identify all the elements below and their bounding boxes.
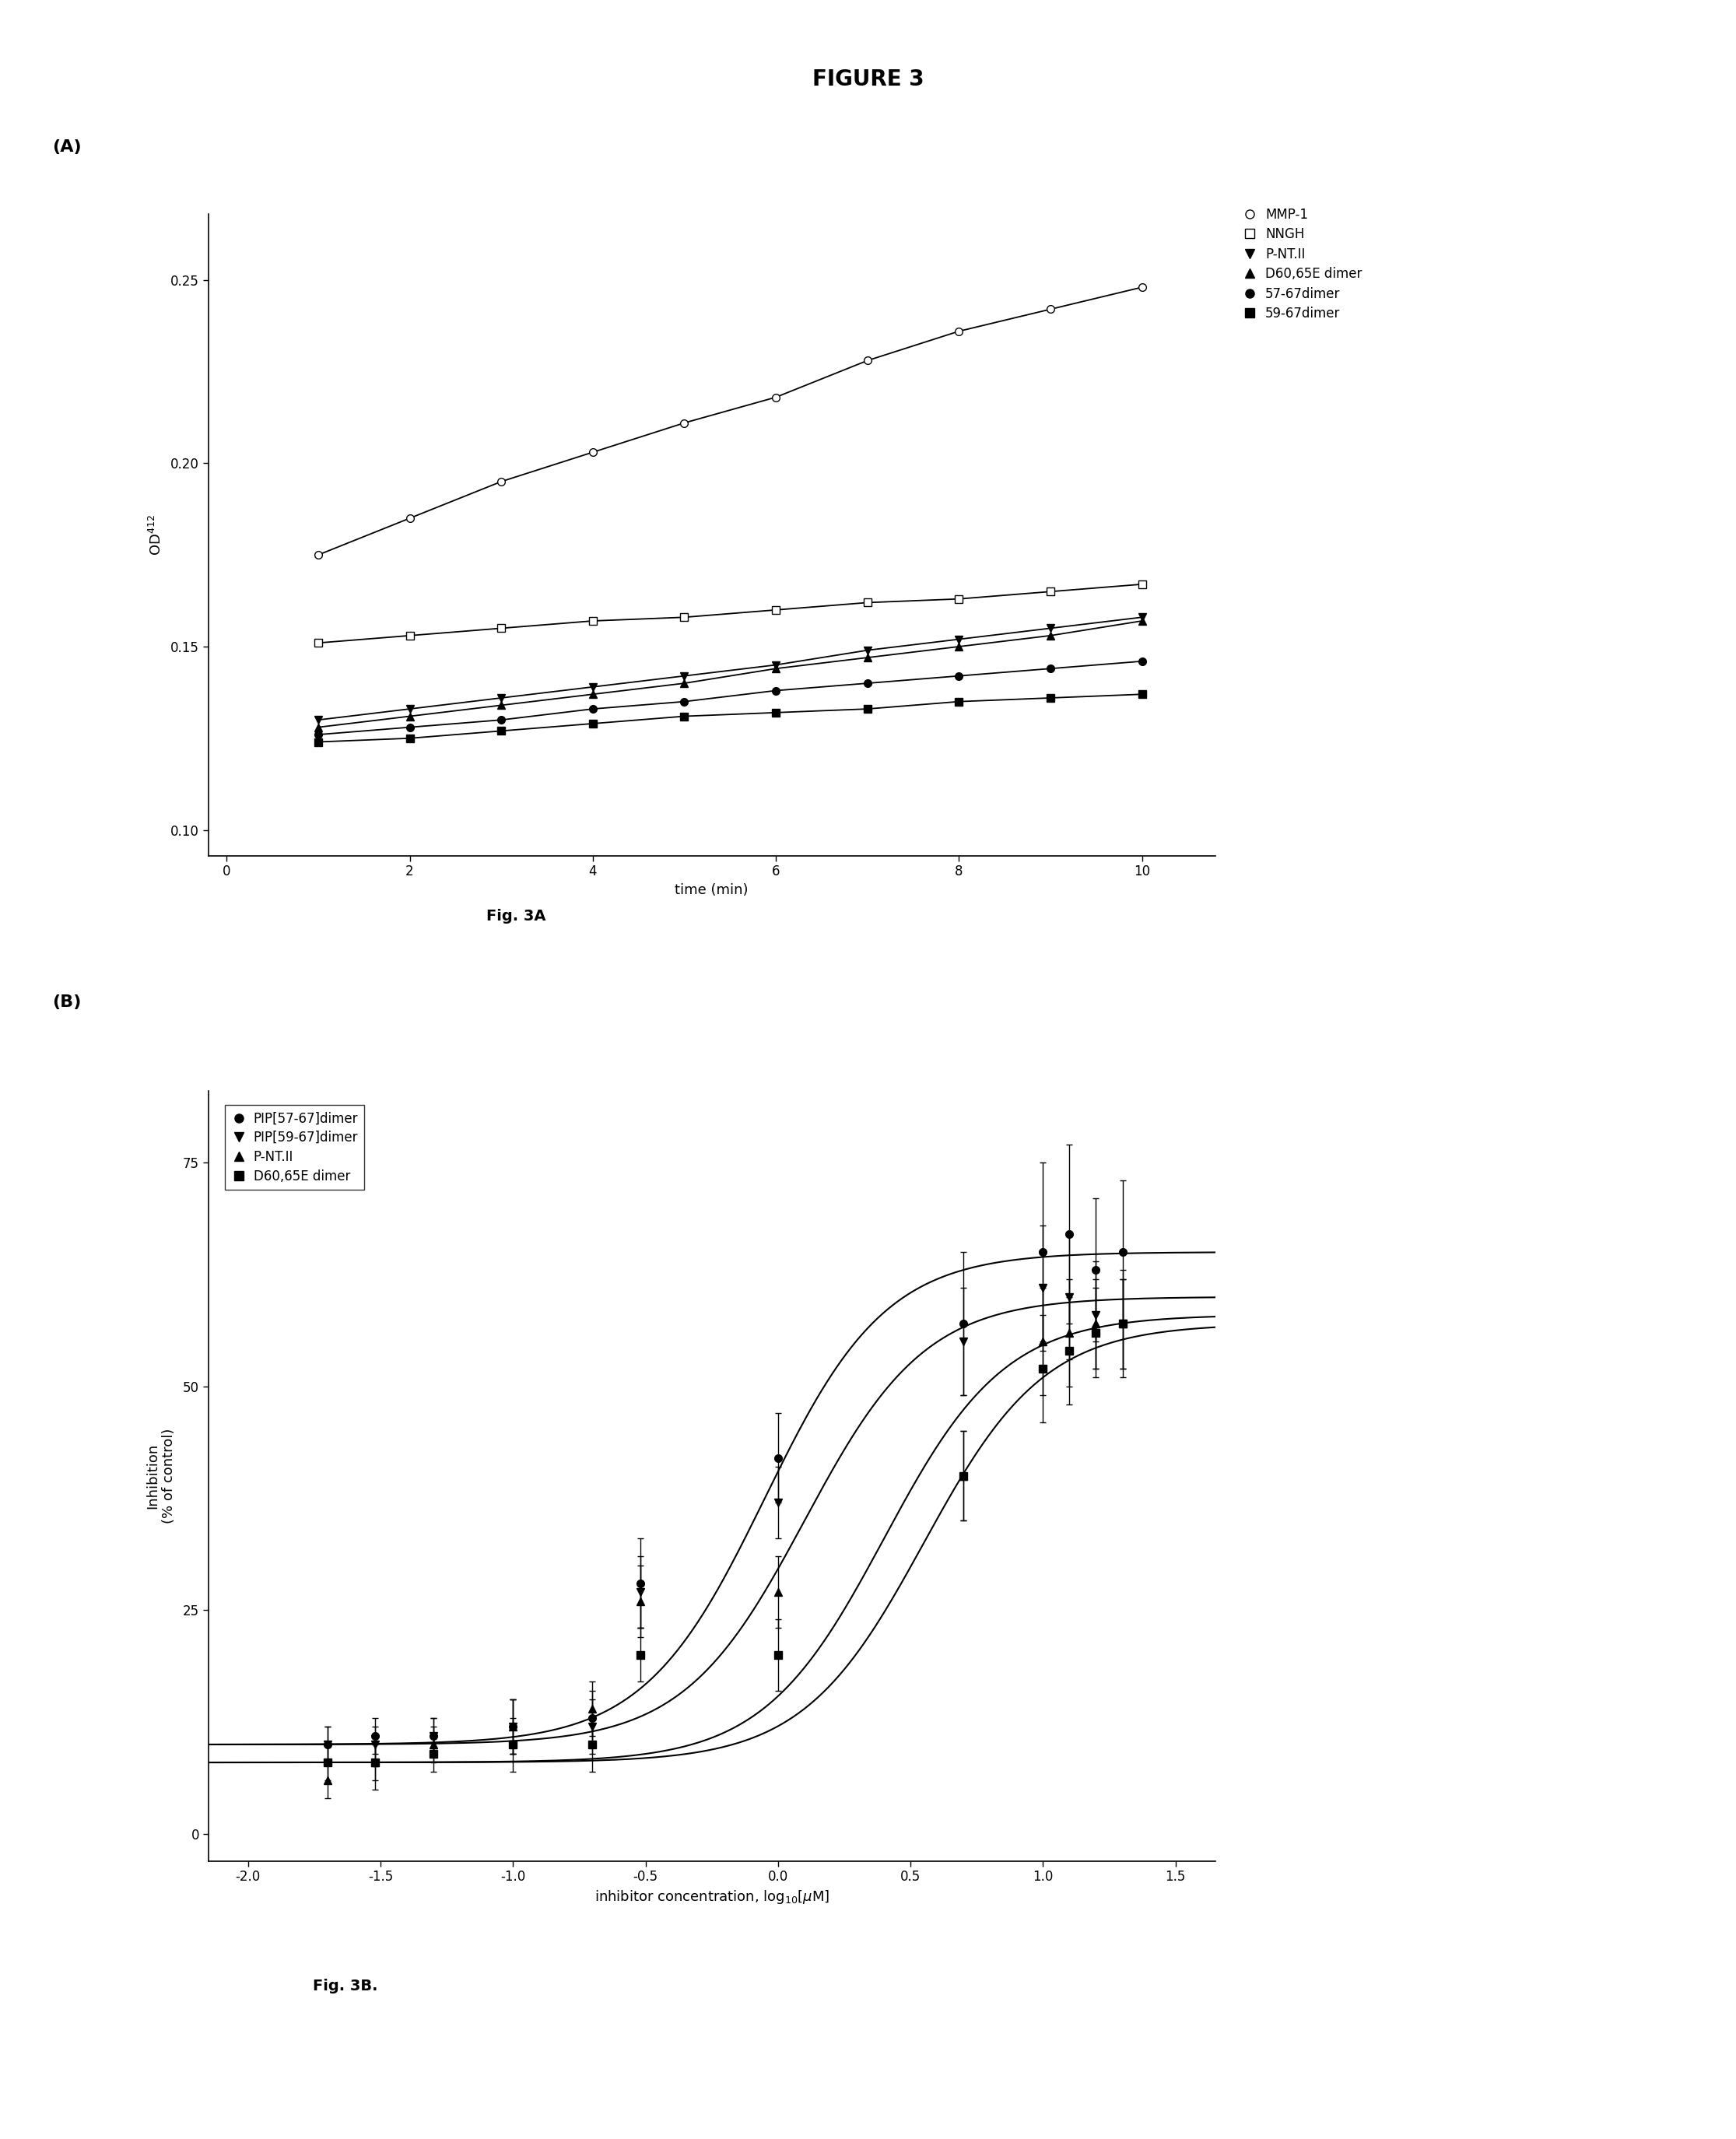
Y-axis label: Inhibition
(% of control): Inhibition (% of control) [146, 1429, 177, 1523]
Text: (A): (A) [52, 139, 82, 154]
Legend: MMP-1, NNGH, P-NT.II, D60,65E dimer, 57-67dimer, 59-67dimer: MMP-1, NNGH, P-NT.II, D60,65E dimer, 57-… [1241, 207, 1363, 321]
Legend: PIP[57-67]dimer, PIP[59-67]dimer, P-NT.II, D60,65E dimer: PIP[57-67]dimer, PIP[59-67]dimer, P-NT.I… [226, 1106, 365, 1189]
Text: Fig. 3B.: Fig. 3B. [312, 1979, 377, 1994]
Text: (B): (B) [52, 995, 82, 1010]
X-axis label: time (min): time (min) [675, 883, 748, 896]
X-axis label: inhibitor concentration, log$_{10}$[$\mu$M]: inhibitor concentration, log$_{10}$[$\mu… [594, 1889, 830, 1906]
Text: FIGURE 3: FIGURE 3 [812, 68, 924, 90]
Text: Fig. 3A: Fig. 3A [486, 909, 545, 924]
Y-axis label: OD$^{412}$: OD$^{412}$ [148, 513, 163, 556]
